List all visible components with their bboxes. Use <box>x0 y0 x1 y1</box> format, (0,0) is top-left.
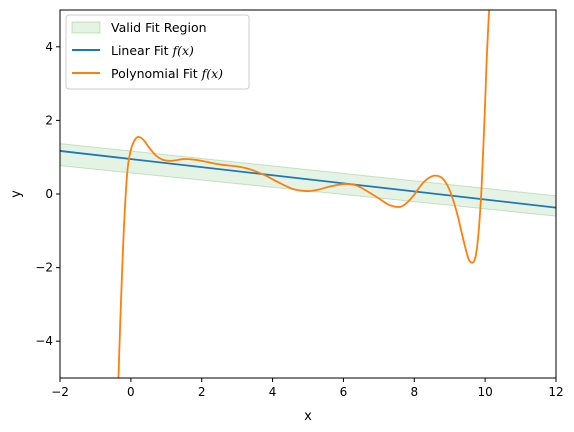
legend-box <box>65 14 250 90</box>
y-tick-label: −2 <box>35 261 53 275</box>
legend-label-linear-fit-math: f(x) <box>171 43 194 58</box>
x-axis-label: x <box>304 409 312 424</box>
legend-label-polynomial-fit: Polynomial Fit f(x) <box>111 66 223 81</box>
polynomial-fit-line <box>117 10 491 378</box>
legend: Valid Fit Region Linear Fit f(x) Polynom… <box>65 14 250 90</box>
legend-label-valid-fit-region: Valid Fit Region <box>111 20 207 35</box>
x-tick-label: 4 <box>269 385 277 399</box>
y-tick-label: 0 <box>45 187 53 201</box>
x-tick-label: 10 <box>478 385 493 399</box>
y-tick-label: 2 <box>45 113 53 127</box>
legend-swatch-valid-fit-region <box>71 21 101 34</box>
x-tick-label: 12 <box>548 385 563 399</box>
x-tick-label: 2 <box>198 385 206 399</box>
legend-label-polynomial-fit-math: f(x) <box>201 66 224 81</box>
x-tick-label: 8 <box>410 385 418 399</box>
y-tick-label: 4 <box>45 40 53 54</box>
x-tick-label: 6 <box>340 385 348 399</box>
legend-label-linear-fit: Linear Fit f(x) <box>111 43 194 58</box>
y-axis-label: y <box>9 190 24 198</box>
y-tick-label: −4 <box>35 334 53 348</box>
legend-label-linear-fit-text: Linear Fit <box>111 43 172 58</box>
x-tick-label: 0 <box>127 385 135 399</box>
linear-fit-line <box>60 150 556 209</box>
x-tick-label: −2 <box>51 385 69 399</box>
legend-label-polynomial-fit-text: Polynomial Fit <box>111 66 202 81</box>
